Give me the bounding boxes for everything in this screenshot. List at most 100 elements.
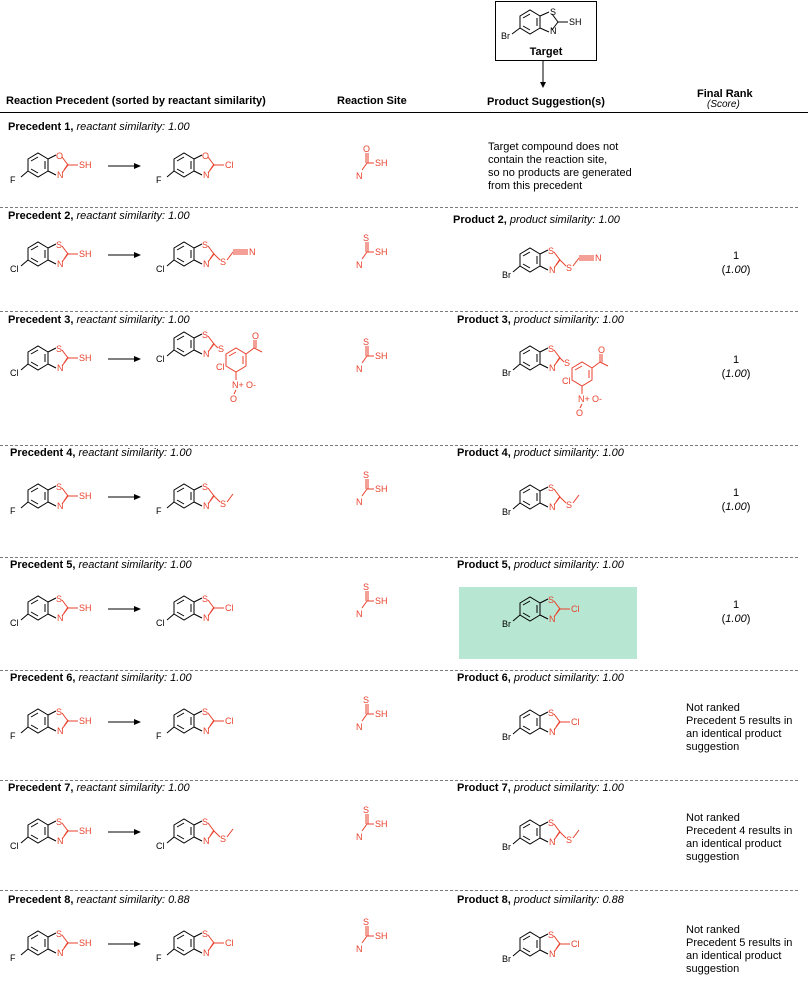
ring-heteroatom: S [56, 707, 62, 717]
thioether-sulfur: S [566, 263, 572, 273]
substituent-group: Cl [225, 603, 234, 613]
precedent-title: Precedent 5, reactant similarity: 1.00 [10, 559, 192, 571]
product-molecule: SN F Cl [156, 929, 234, 963]
nitro-nitrogen: N+ [578, 394, 590, 404]
note-line: an identical product [686, 838, 782, 850]
header-rank: Final Rank [697, 88, 753, 100]
header-rule [0, 112, 808, 113]
suggested-product-molecule: SN Br Cl [502, 708, 580, 742]
rank-score: (1.00) [721, 501, 751, 513]
reactant-molecule: SN F SH [10, 707, 92, 741]
site-right-atom: SH [375, 596, 388, 606]
ring-heteroatom: S [202, 594, 208, 604]
nitro-oxygen: O [230, 394, 237, 404]
suggested-product-molecule: SN Br S [502, 818, 580, 852]
substituent-group: SH [79, 353, 92, 363]
site-right-atom: SH [375, 158, 388, 168]
halogen-substituent: Cl [156, 618, 165, 628]
precedent-title: Precedent 6, reactant similarity: 1.00 [10, 672, 192, 684]
ring-nitrogen: N [203, 259, 210, 269]
ketone-oxygen: O [598, 345, 605, 355]
note-line: contain the reaction site, [488, 154, 608, 166]
substituent-group: Cl [225, 938, 234, 948]
note-line: suggestion [686, 741, 740, 753]
substituent-group: SH [79, 603, 92, 613]
header-site: Reaction Site [337, 95, 407, 107]
row-separator [0, 780, 798, 781]
site-right-atom: SH [375, 819, 388, 829]
thioether-sulfur: S [220, 834, 226, 844]
substituent-group: SH [79, 491, 92, 501]
ring-nitrogen: N [57, 613, 64, 623]
product-title: Product 3, product similarity: 1.00 [457, 314, 624, 326]
note-line: an identical product [686, 950, 782, 962]
ring-nitrogen: N [549, 363, 556, 373]
ring-heteroatom: S [202, 330, 208, 340]
ring-nitrogen: N [203, 948, 210, 958]
reaction-arrow-icon [108, 163, 141, 169]
reactant-similarity: reactant similarity: 1.00 [78, 559, 192, 571]
reactant-molecule: SN Cl SH [10, 594, 92, 628]
not-ranked-note: Not ranked Precedent 5 results in an ident… [686, 702, 792, 754]
precedent-label: Precedent 7, [8, 782, 74, 794]
site-left-atom: N [356, 260, 363, 270]
reaction-arrow-icon [108, 356, 141, 362]
product-label: Product 4, [457, 447, 511, 459]
reactant-similarity: reactant similarity: 1.00 [78, 672, 192, 684]
site-right-atom: SH [375, 931, 388, 941]
product-label: Product 5, [457, 559, 511, 571]
product-molecule: SN F S [156, 482, 234, 516]
header-rank-sub: (Score) [707, 99, 740, 110]
note-line: Precedent 5 results in [686, 937, 793, 949]
halogen-substituent: F [10, 731, 16, 741]
halogen-substituent: F [156, 175, 162, 185]
ring-heteroatom: S [548, 595, 554, 605]
precedent-title: Precedent 7, reactant similarity: 1.00 [8, 782, 190, 794]
site-right-atom: SH [375, 247, 388, 257]
ring-nitrogen: N [57, 170, 64, 180]
ring-nitrogen: N [549, 837, 556, 847]
reaction-arrow-icon [108, 719, 141, 725]
site-left-atom: N [356, 722, 363, 732]
product-molecule: SN F Cl [156, 707, 234, 741]
target-arrow-icon [540, 61, 546, 88]
rank-value: 1 [732, 250, 740, 262]
reaction-site-fragment: S N SH [356, 695, 388, 732]
site-left-atom: N [356, 609, 363, 619]
ring-nitrogen: N [549, 502, 556, 512]
reaction-site-fragment: S N SH [356, 917, 388, 954]
site-right-atom: SH [375, 484, 388, 494]
ring-nitrogen: N [57, 501, 64, 511]
ring-nitrogen: N [57, 726, 64, 736]
target-molecule: S N SH Br [501, 7, 582, 41]
reactant-similarity: reactant similarity: 1.00 [76, 121, 190, 133]
note-line: Not ranked [686, 924, 740, 936]
halogen-substituent: Br [502, 368, 511, 378]
substituent-group: SH [79, 716, 92, 726]
note-line: suggestion [686, 963, 740, 975]
nitro-nitrogen: N+ [232, 380, 244, 390]
ring-nitrogen: N [203, 501, 210, 511]
ring-heteroatom: S [548, 708, 554, 718]
final-rank: 1 (1.00) [716, 249, 756, 277]
halogen-substituent: Br [502, 270, 511, 280]
reaction-site-fragment: S N SH [356, 805, 388, 842]
site-top-atom: O [363, 144, 370, 154]
halogen-substituent: Br [502, 732, 511, 742]
site-top-atom: S [363, 695, 369, 705]
score-value: 1.00 [725, 501, 747, 513]
precedent-title: Precedent 2, reactant similarity: 1.00 [8, 210, 190, 222]
site-top-atom: S [363, 917, 369, 927]
product-title: Product 7, product similarity: 1.00 [457, 782, 624, 794]
precedent-label: Precedent 1, [8, 121, 74, 133]
ring-nitrogen: N [203, 726, 210, 736]
reactant-similarity: reactant similarity: 1.00 [78, 447, 192, 459]
product-similarity: product similarity: 0.88 [513, 894, 624, 906]
rank-value: 1 [732, 599, 740, 611]
note-line: suggestion [686, 851, 740, 863]
rank-score: (1.00) [721, 368, 751, 380]
halogen-substituent: Br [502, 954, 511, 964]
ring-heteroatom: S [56, 482, 62, 492]
halogen-substituent: F [156, 506, 162, 516]
